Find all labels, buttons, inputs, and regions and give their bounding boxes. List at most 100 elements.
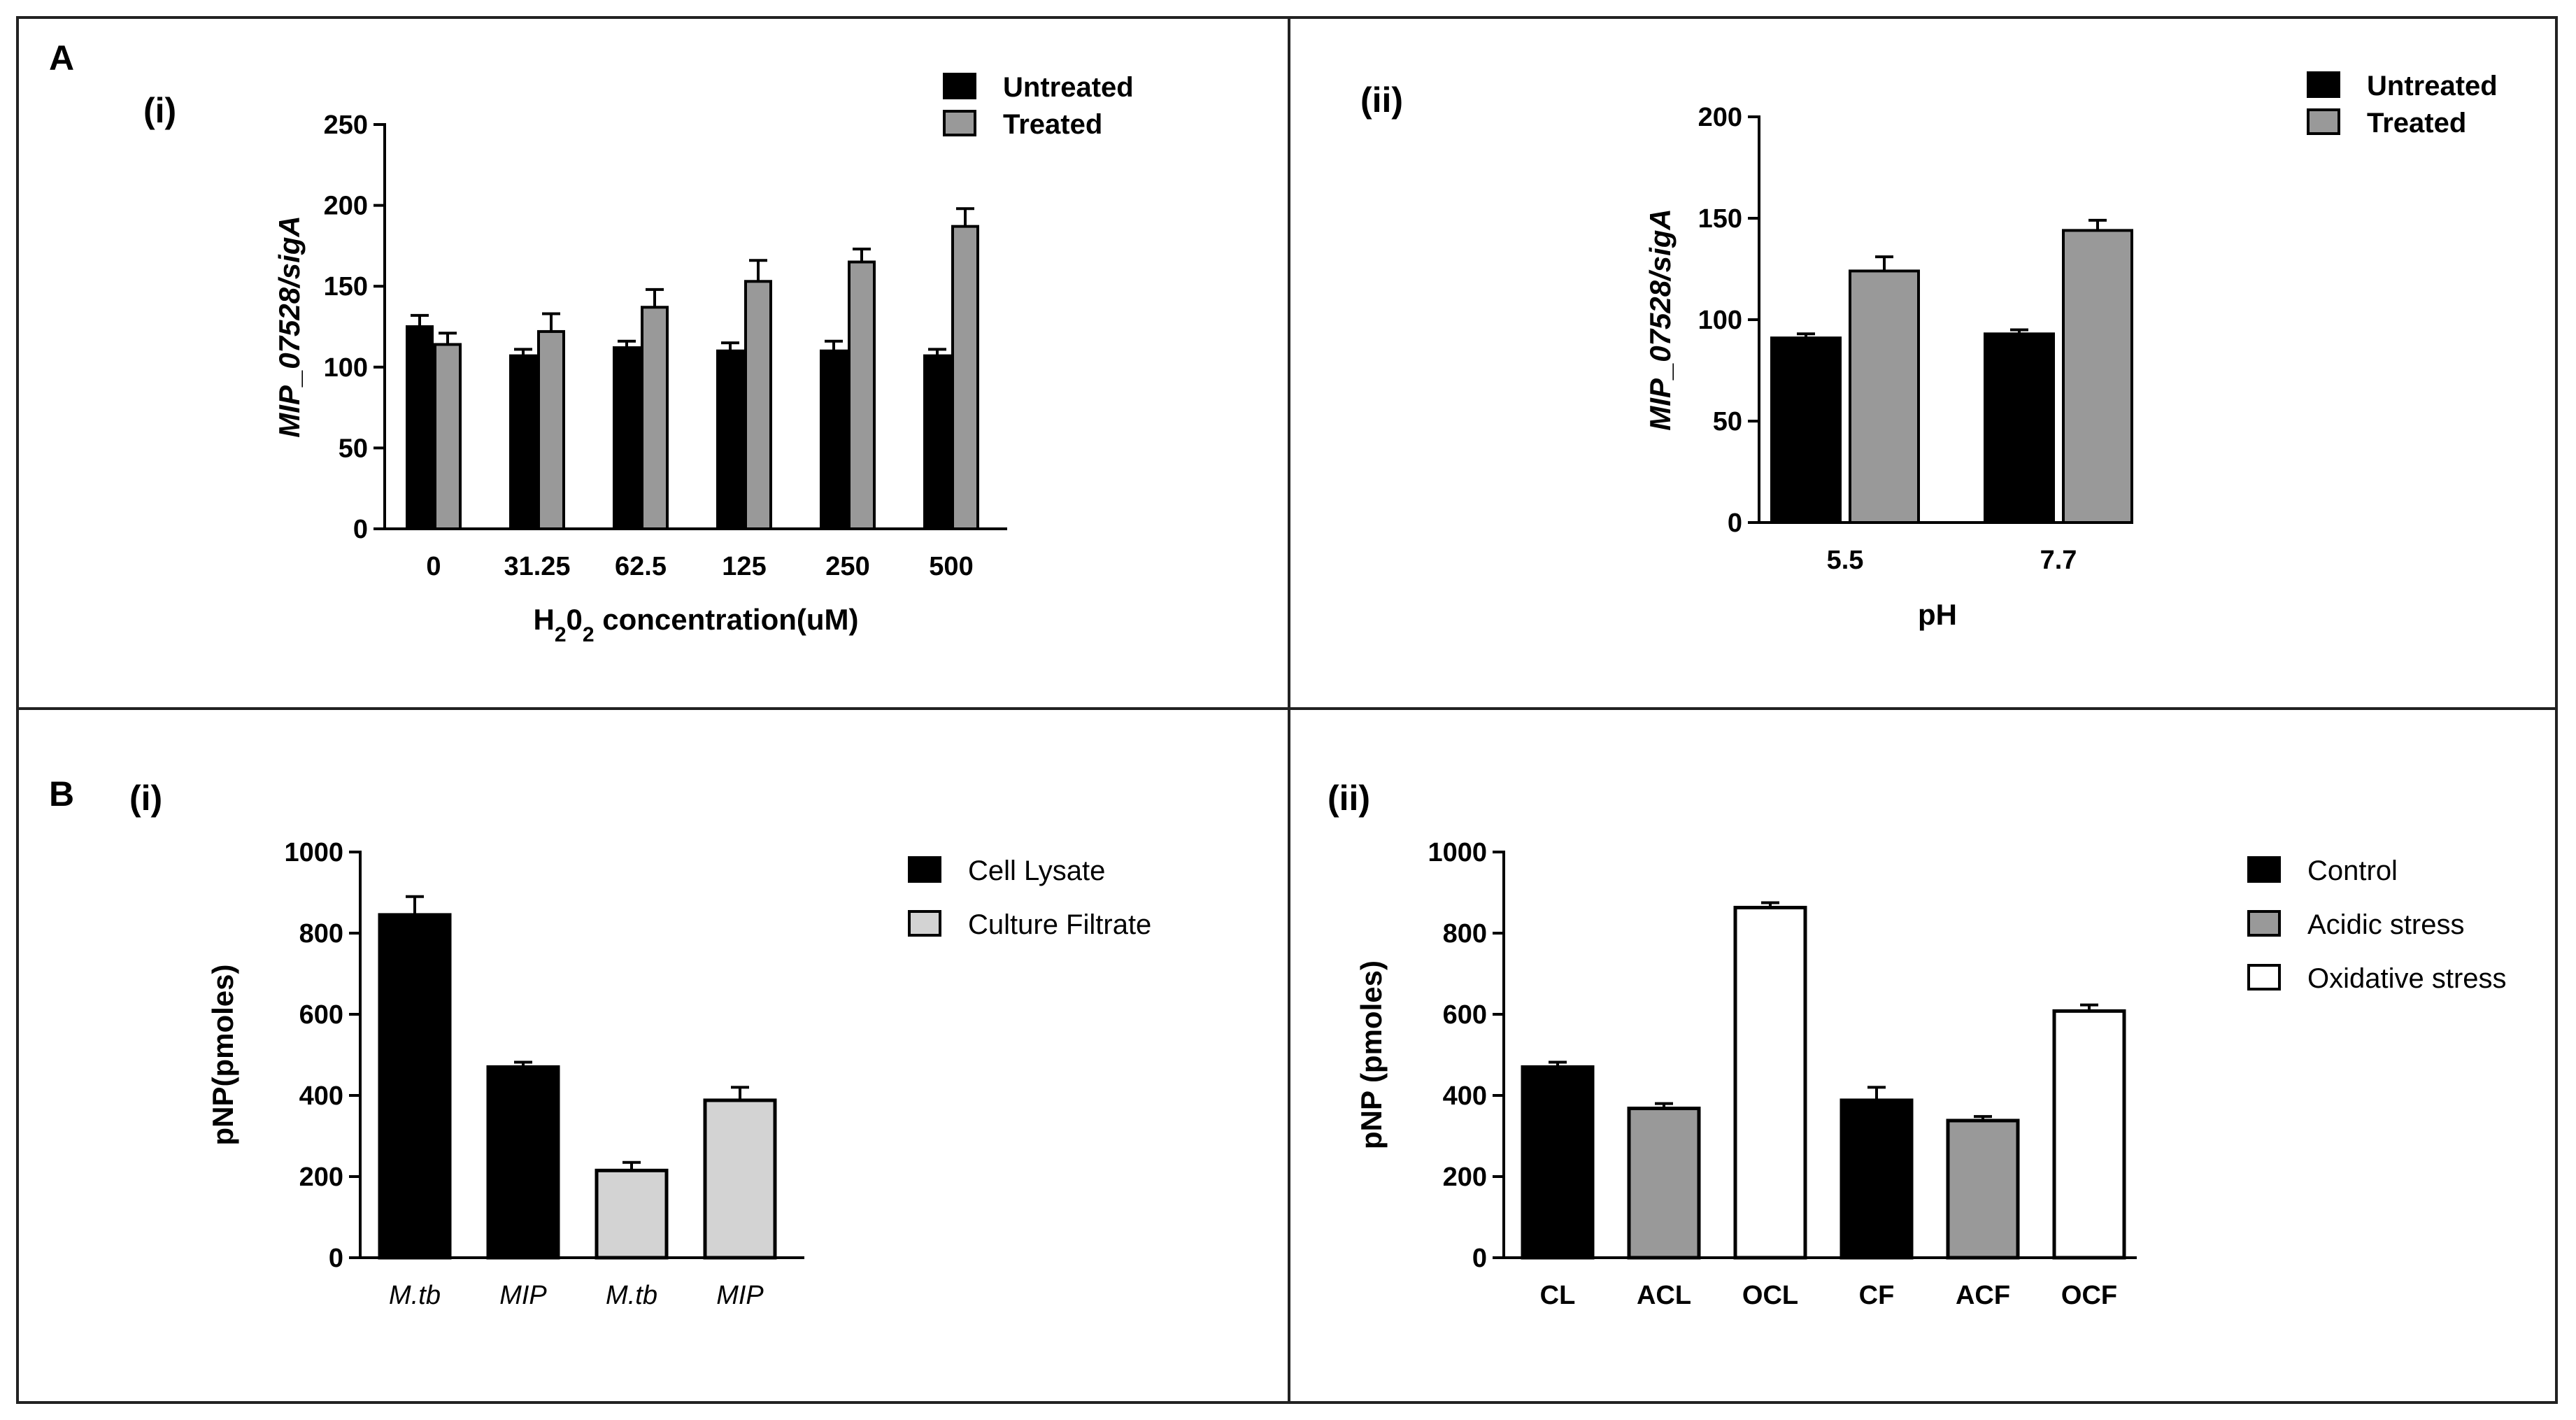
legend-label: Cell Lysate (968, 855, 1105, 886)
bar-treated (2062, 229, 2133, 524)
y-tick-label: 100 (1698, 306, 1742, 335)
y-tick-label: 100 (324, 353, 368, 383)
bar-mip (703, 1098, 777, 1260)
y-axis-title: pNP(pmoles) (206, 964, 239, 1145)
bar-mtb (595, 1168, 669, 1260)
x-tick-label: ACF (1956, 1281, 2010, 1310)
bar-mtb (378, 913, 452, 1260)
bar-acl (1627, 1107, 1701, 1260)
bar-acf (1946, 1119, 2020, 1260)
y-tick-label: 0 (1472, 1244, 1487, 1273)
y-axis-title: MIP_07528/sigA (273, 215, 306, 438)
bar-untreated (613, 346, 641, 530)
legend-label: Treated (1003, 109, 1102, 140)
legend-swatch (2307, 108, 2340, 135)
legend-swatch (2247, 964, 2281, 991)
x-axis-title-part: 0 (567, 603, 583, 636)
panel-sub-label: (ii) (1328, 779, 1370, 818)
legend-swatch (943, 110, 976, 136)
x-tick-label: MIP (716, 1281, 764, 1310)
x-axis-title-part: 2 (555, 623, 567, 646)
x-tick-label: OCF (2061, 1281, 2117, 1310)
y-tick-label: 400 (299, 1081, 343, 1111)
bar-untreated (716, 349, 744, 530)
legend-swatch (2247, 856, 2281, 883)
panel-label-A: A (49, 38, 74, 78)
legend-label: Untreated (2367, 71, 2498, 101)
y-tick-label: 1000 (1428, 838, 1487, 867)
legend-label: Culture Filtrate (968, 909, 1151, 940)
x-tick-label: 500 (929, 552, 973, 581)
bar-treated (1849, 269, 1920, 524)
bar-untreated (1984, 332, 2055, 524)
x-tick-label: M.tb (606, 1281, 657, 1310)
y-tick-label: 150 (324, 272, 368, 301)
y-tick-label: 600 (1443, 1000, 1487, 1030)
x-tick-label: 31.25 (504, 552, 570, 581)
x-axis-title-part: 2 (583, 623, 595, 646)
x-tick-label: 250 (825, 552, 869, 581)
bar-untreated (820, 349, 848, 530)
x-tick-label: OCL (1742, 1281, 1798, 1310)
legend-swatch (2247, 910, 2281, 937)
y-tick-label: 600 (299, 1000, 343, 1030)
bar-treated (951, 225, 979, 530)
y-tick-label: 200 (324, 192, 368, 221)
y-tick-label: 200 (299, 1163, 343, 1192)
bar-untreated (406, 325, 434, 530)
y-tick-label: 800 (1443, 919, 1487, 949)
bar-treated (848, 260, 876, 530)
y-tick-label: 200 (1698, 103, 1742, 132)
legend-label: Treated (2367, 108, 2466, 139)
legend-label: Oxidative stress (2307, 963, 2507, 994)
x-tick-label: 125 (722, 552, 766, 581)
bar-treated (434, 343, 462, 530)
x-tick-label: ACL (1637, 1281, 1691, 1310)
legend-swatch (2307, 71, 2340, 98)
y-tick-label: 0 (1728, 509, 1742, 538)
legend-label: Acidic stress (2307, 909, 2465, 940)
panel-label-B: B (49, 774, 74, 814)
chart-b-ii: 0 200 400 600 800 1000 (ii) CL ACL OCL CF ACF OCF Con… (1328, 779, 2507, 1310)
x-tick-label: MIP (499, 1281, 547, 1310)
x-tick-label: 7.7 (2040, 546, 2077, 575)
x-axis-title: H202 concentration(uM) (533, 603, 858, 646)
y-tick-label: 0 (329, 1244, 343, 1273)
x-tick-label: CL (1540, 1281, 1576, 1310)
y-tick-label: 800 (299, 919, 343, 949)
bar-cl (1521, 1065, 1595, 1260)
y-tick-label: 1000 (284, 838, 343, 867)
x-tick-label: 62.5 (615, 552, 667, 581)
chart-b-i: 0 200 400 600 800 1000 (i) M.tb MIP M.tb MIP Cell L… (129, 779, 1151, 1310)
legend-swatch (943, 73, 976, 99)
x-tick-label: M.tb (389, 1281, 441, 1310)
panel-sub-label: (i) (129, 779, 162, 818)
bar-untreated (509, 354, 537, 530)
x-tick-label: 5.5 (1827, 546, 1864, 575)
bar-treated (641, 306, 669, 530)
bar-treated (537, 329, 565, 530)
bar-treated (744, 280, 772, 530)
y-tick-label: 400 (1443, 1081, 1487, 1111)
y-tick-label: 50 (1713, 407, 1742, 436)
x-axis-title: pH (1918, 598, 1957, 631)
bar-untreated (923, 354, 951, 530)
x-tick-label: CF (1859, 1281, 1895, 1310)
bar-cf (1840, 1098, 1914, 1260)
legend-swatch (908, 910, 941, 937)
legend-swatch (908, 856, 941, 883)
chart-a-i: 0 50 100 150 200 250 (i) 0 31.25 62.5 125 250 500 Unt… (143, 72, 1134, 646)
y-tick-label: 200 (1443, 1163, 1487, 1192)
y-tick-label: 250 (324, 111, 368, 140)
x-axis-title-part: concentration(uM) (595, 603, 859, 636)
y-axis-title: MIP_07528/sigA (1644, 208, 1677, 431)
x-axis-title-part: H (533, 603, 554, 636)
bar-mip (486, 1065, 560, 1260)
panel-sub-label: (ii) (1360, 80, 1403, 120)
bar-ocf (2052, 1009, 2126, 1260)
y-tick-label: 0 (353, 515, 368, 544)
bar-untreated (1770, 336, 1842, 524)
y-tick-label: 50 (339, 434, 368, 463)
legend-label: Untreated (1003, 72, 1134, 103)
